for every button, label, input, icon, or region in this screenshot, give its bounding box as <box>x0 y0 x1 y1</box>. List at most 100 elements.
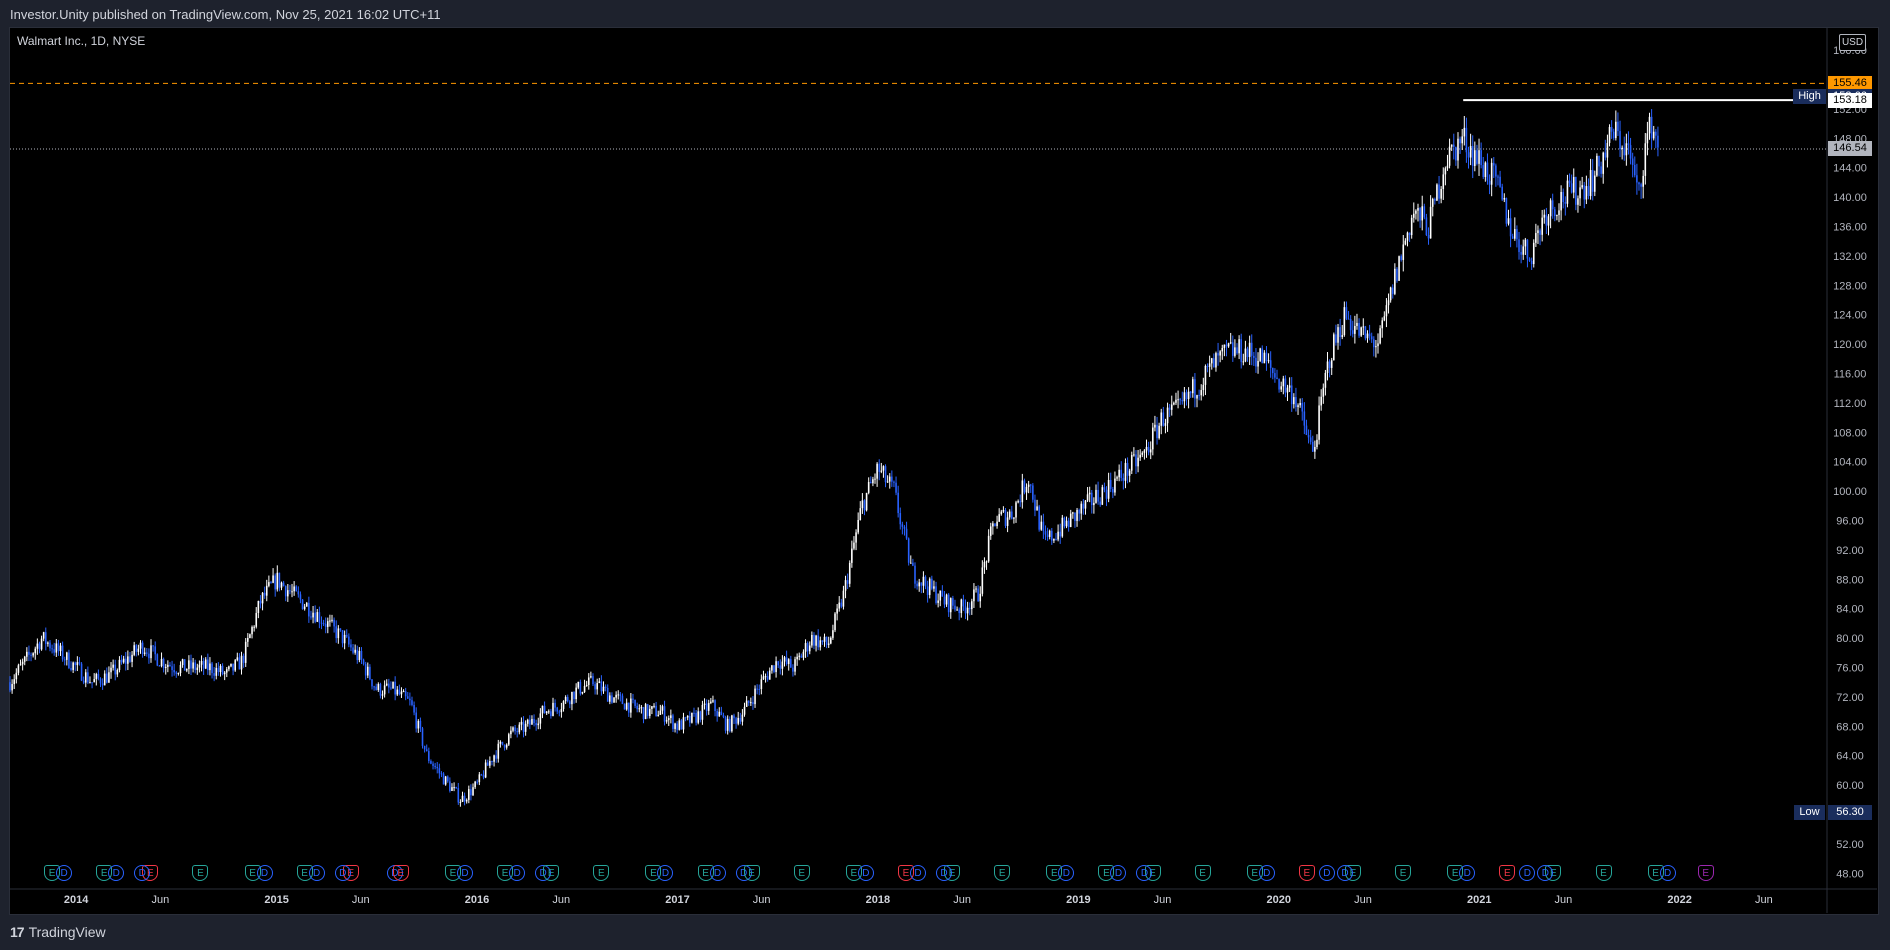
candle-body <box>493 755 495 762</box>
dividend-marker[interactable]: D <box>1659 865 1676 881</box>
candle-body <box>1615 121 1617 139</box>
candle-body <box>1375 346 1377 348</box>
dividend-marker[interactable]: D <box>1459 865 1476 881</box>
earnings-marker[interactable]: E <box>593 865 610 881</box>
dividend-marker[interactable]: D <box>1318 865 1335 881</box>
candle-body <box>38 643 41 650</box>
candle-body <box>630 698 632 713</box>
candle-body <box>701 704 704 720</box>
candle-body <box>754 688 756 705</box>
earnings-marker[interactable]: E <box>543 865 560 881</box>
candle-body <box>1048 530 1051 537</box>
dividend-marker[interactable]: D <box>308 865 325 881</box>
earnings-marker[interactable]: E <box>1395 865 1412 881</box>
candle-body <box>1274 373 1276 378</box>
candle-body <box>851 548 853 563</box>
candle-body <box>1387 300 1390 306</box>
candle-body <box>40 638 43 650</box>
earnings-marker[interactable]: E <box>743 865 760 881</box>
earnings-marker[interactable]: E <box>1194 865 1211 881</box>
candle-body <box>1602 152 1605 174</box>
candle-body <box>928 578 931 595</box>
candle-body <box>762 676 765 680</box>
dividend-marker[interactable]: D <box>1136 865 1153 881</box>
footer-brand[interactable]: 17 TradingView <box>10 924 106 940</box>
dividend-marker[interactable]: D <box>56 865 73 881</box>
earnings-marker[interactable]: E <box>1298 865 1315 881</box>
dividend-marker[interactable]: D <box>709 865 726 881</box>
candle-body <box>141 642 144 654</box>
candle-body <box>1021 480 1024 503</box>
candle-body <box>133 645 135 655</box>
price-tick-label: 104.00 <box>1833 457 1867 469</box>
dividend-marker[interactable]: D <box>1537 865 1554 881</box>
candle-body <box>1465 127 1468 153</box>
candle-body <box>1225 344 1228 347</box>
dividend-marker[interactable]: D <box>134 865 151 881</box>
candle-body <box>261 592 264 604</box>
dividend-marker[interactable]: D <box>857 865 874 881</box>
dividend-marker[interactable]: D <box>1258 865 1275 881</box>
dividend-marker[interactable]: D <box>657 865 674 881</box>
candle-body <box>1158 425 1160 439</box>
candle-body <box>57 643 60 652</box>
candle-body <box>1118 469 1120 478</box>
earnings-marker[interactable]: E <box>793 865 810 881</box>
dividend-marker[interactable]: D <box>936 865 953 881</box>
candle-body <box>1593 175 1596 192</box>
dividend-marker[interactable]: D <box>1519 865 1536 881</box>
candle-body <box>1457 138 1459 161</box>
dividend-marker[interactable]: D <box>457 865 473 881</box>
candle-body <box>459 801 462 803</box>
dividend-marker[interactable]: D <box>1110 865 1127 881</box>
candle-body <box>1128 470 1131 476</box>
candle-body <box>1364 326 1367 339</box>
candle-body <box>61 645 64 660</box>
dividend-marker[interactable]: D <box>1336 865 1353 881</box>
earnings-marker[interactable]: E <box>1499 865 1516 881</box>
candle-body <box>1478 150 1480 164</box>
candle-body <box>465 799 468 802</box>
candle-body <box>1059 531 1062 537</box>
earnings-marker[interactable]: E <box>1595 865 1612 881</box>
candle-body <box>95 673 98 680</box>
dividend-marker[interactable]: D <box>108 865 125 881</box>
candle-body <box>1166 407 1169 424</box>
earnings-marker[interactable]: E <box>994 865 1011 881</box>
candle-body <box>684 717 687 719</box>
currency-button[interactable]: USD <box>1839 34 1866 51</box>
earnings-marker[interactable]: E <box>392 865 409 881</box>
candle-body <box>1284 378 1287 393</box>
candle-body <box>1242 361 1245 363</box>
candle-body <box>461 795 464 802</box>
candle-body <box>76 662 79 666</box>
candle-body <box>360 650 363 660</box>
candle-body <box>651 706 653 709</box>
candle-body <box>783 657 786 662</box>
candle-body <box>560 708 563 713</box>
candle-body <box>1055 539 1057 541</box>
dividend-marker[interactable]: D <box>509 865 526 881</box>
candle-body <box>381 694 384 696</box>
candle-body <box>1400 256 1402 260</box>
dividend-marker[interactable]: D <box>910 865 926 881</box>
candle-body <box>268 582 270 586</box>
candle-body <box>720 711 723 716</box>
candle-body <box>337 628 340 639</box>
candle-body <box>1154 424 1156 428</box>
candle-body <box>1360 327 1362 336</box>
dividend-marker[interactable]: D <box>256 865 273 881</box>
candle-body <box>1434 198 1436 201</box>
earnings-marker[interactable]: E <box>1697 865 1714 881</box>
candle-body <box>343 634 346 644</box>
price-tick-label: 64.00 <box>1836 751 1864 763</box>
candle-body <box>874 478 876 480</box>
earnings-marker[interactable]: E <box>192 865 209 881</box>
dividend-marker[interactable]: D <box>1058 865 1075 881</box>
candle-body <box>575 687 577 700</box>
candle-body <box>811 635 813 646</box>
dividend-marker[interactable]: D <box>334 865 351 881</box>
candle-body <box>1124 462 1127 481</box>
candle-body <box>1011 511 1013 519</box>
